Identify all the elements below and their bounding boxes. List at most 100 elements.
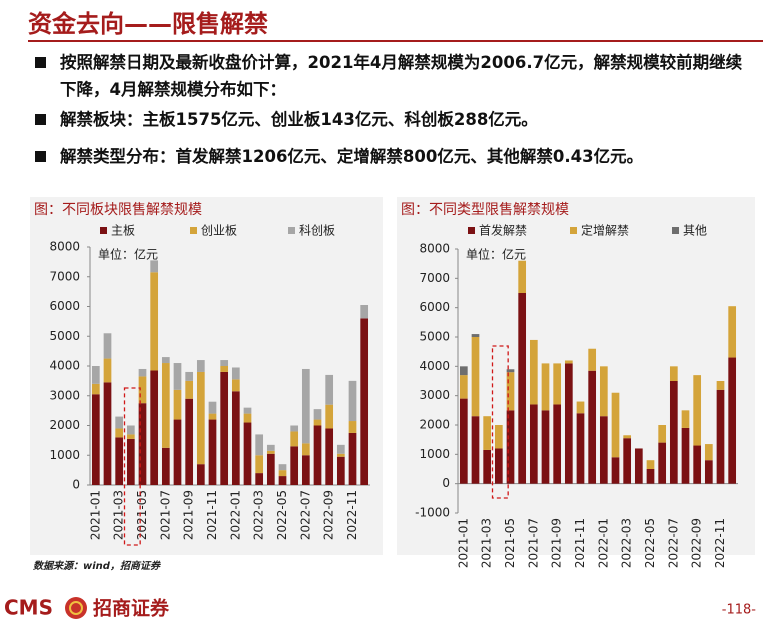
bar [115,428,124,438]
bar [518,293,527,484]
bar [126,434,135,439]
x-tick-label: 2021-05 [135,490,149,540]
bar [483,449,492,484]
bar [646,460,655,469]
legend-label: 主板 [111,224,135,238]
bar [646,469,655,484]
x-tick-label: 2021-03 [480,518,494,568]
bar [278,464,287,471]
bar [576,401,585,414]
x-tick-label: 2022-05 [275,490,289,540]
bar [716,381,725,390]
y-tick-label: 6000 [419,300,450,314]
y-tick-label: 7000 [49,269,80,283]
bar [301,455,310,485]
x-tick-label: 2021-05 [503,518,517,568]
bar [336,456,345,485]
bar [91,366,100,384]
bar [704,460,713,484]
bar [588,370,597,484]
bar [115,416,124,429]
bar [623,435,632,439]
y-tick-label: 6000 [49,299,80,313]
bar [588,348,597,371]
bar [91,383,100,395]
x-tick-label: 2021-11 [205,490,219,540]
bar [138,403,147,485]
brand: 招商证券 [93,597,170,620]
bar [336,453,345,457]
bar [266,444,275,451]
chart-title: 图：不同板块限售解禁规模 [34,202,202,218]
highlight-box [123,387,141,546]
unit-label: 单位：亿元 [98,247,158,262]
legend-label: 科创板 [299,224,335,238]
bar [138,368,147,377]
bar [325,404,334,429]
y-tick-label: 8000 [49,240,80,254]
x-tick-label: 2022-03 [620,518,634,568]
bar [658,425,667,443]
x-tick-label: 2021-11 [573,518,587,568]
bar [220,371,229,485]
bar [669,366,678,381]
bar [541,410,550,484]
bar [301,368,310,444]
panel [30,197,383,555]
logo-mark [65,597,87,619]
y-tick-label: 5000 [49,329,80,343]
bar [494,425,503,449]
bar [599,366,608,417]
bar [126,425,135,435]
bar [459,398,468,484]
highlight-box [491,345,509,499]
bar [255,473,264,485]
logo-text: CMS [4,596,53,620]
legend-label: 定增解禁 [581,223,629,238]
bar [459,375,468,399]
x-tick-label: 2022-09 [690,518,704,568]
x-tick-label: 2021-01 [456,518,470,568]
bar [471,337,480,417]
bar [266,453,275,485]
bar [360,305,369,319]
bar [506,410,515,484]
y-tick-label: 4000 [49,359,80,373]
bar [196,360,205,372]
y-tick-label: 1000 [49,448,80,462]
y-tick-label: 7000 [419,271,450,285]
legend-swatch [190,227,197,234]
source: 数据来源：wind，招商证券 [33,560,161,572]
y-tick-label: 1000 [419,447,450,461]
legend-swatch [672,227,679,234]
bar [173,389,182,420]
y-tick-label: 3000 [49,388,80,402]
x-tick-label: 2022-07 [298,490,312,540]
unit-label: 单位：亿元 [466,247,526,262]
bar [138,376,147,404]
bar [290,425,299,432]
bar [208,413,217,420]
bar [290,431,299,447]
bar [564,363,573,484]
bar [348,432,357,485]
bar [208,419,217,485]
bar [115,437,124,485]
y-tick-label: 4000 [419,359,450,373]
bar [278,476,287,485]
slide-title: 资金去向——限售解禁 [28,10,268,38]
bar [553,363,562,405]
bar [103,333,112,359]
bullet: 解禁板块：主板1575亿元、创业板143亿元、科创板288亿元。 [33,106,758,133]
bullet: 解禁类型分布：首发解禁1206亿元、定增解禁800亿元、其他解禁0.43亿元。 [33,143,758,170]
x-tick-label: 2022-03 [252,490,266,540]
bar [185,371,194,381]
x-tick-label: 2022-05 [643,518,657,568]
bar [313,409,322,420]
bar [681,427,690,484]
bar [693,375,702,446]
bar [313,425,322,485]
bar [243,407,252,414]
